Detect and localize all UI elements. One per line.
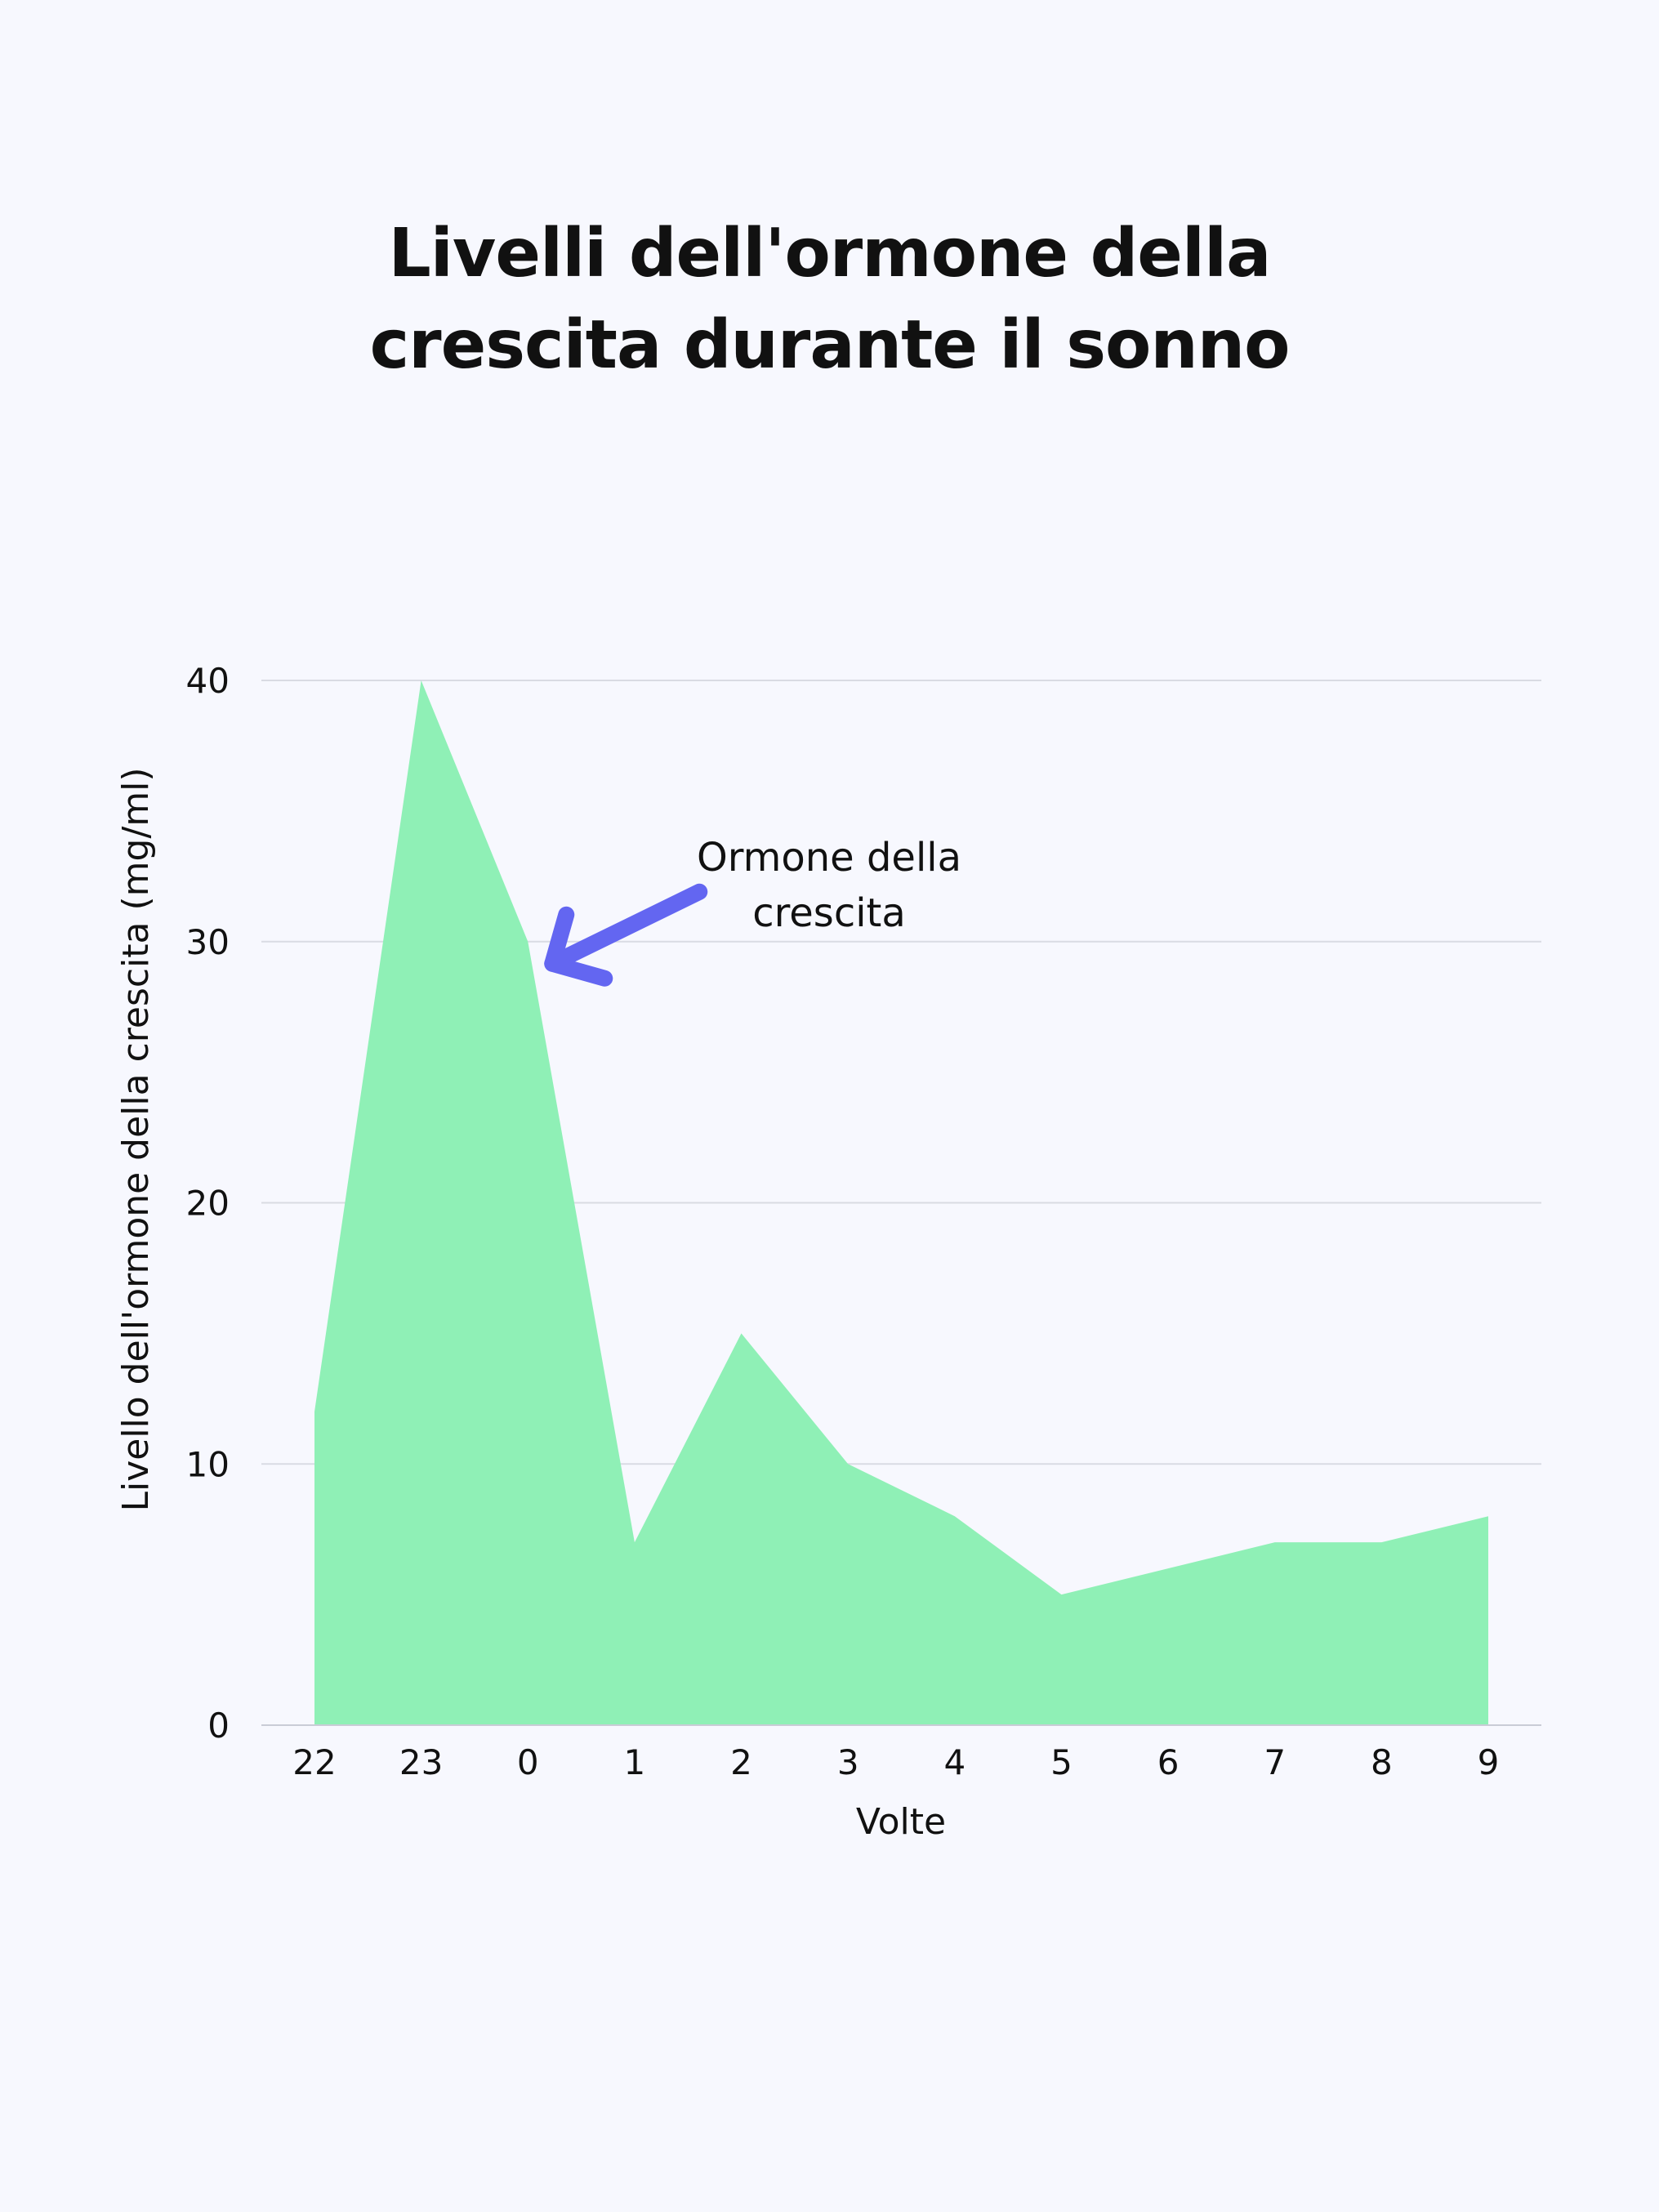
arrow-shaft [544, 883, 708, 972]
y-tick-label: 10 [186, 1444, 230, 1484]
x-tick-label: 8 [1371, 1742, 1393, 1782]
x-tick-label: 2 [730, 1742, 752, 1782]
x-tick-label: 1 [624, 1742, 646, 1782]
x-axis-title: Volte [856, 1801, 946, 1843]
x-tick-label: 6 [1157, 1742, 1180, 1782]
annotation: Ormone della crescita [544, 835, 961, 987]
y-tick-label: 40 [186, 661, 230, 701]
chart-title-line-1: Livelli dell'ormone della [388, 215, 1272, 292]
x-tick-label: 23 [399, 1742, 443, 1782]
area-fill [314, 680, 1488, 1725]
x-tick-label: 22 [292, 1742, 336, 1782]
chart-title-line-2: crescita durante il sonno [369, 306, 1291, 384]
arrow-head [544, 906, 613, 987]
x-tick-label: 9 [1478, 1742, 1500, 1782]
x-tick-label: 4 [943, 1742, 966, 1782]
area-series [314, 680, 1488, 1725]
x-axis-ticks: 22 23 0 1 2 3 4 5 6 7 8 9 [292, 1742, 1499, 1782]
chart-title: Livelli dell'ormone della crescita duran… [0, 208, 1659, 391]
x-tick-label: 0 [517, 1742, 539, 1782]
y-tick-label: 30 [186, 922, 230, 962]
annotation-arrow-icon [544, 883, 708, 987]
y-tick-label: 0 [207, 1706, 230, 1746]
annotation-text-line-2: crescita [752, 890, 906, 936]
annotation-text-line-1: Ormone della [697, 835, 961, 881]
y-axis-ticks: 0 10 20 30 40 [186, 661, 230, 1746]
y-tick-label: 20 [186, 1184, 230, 1224]
x-tick-label: 3 [837, 1742, 859, 1782]
y-axis-title: Livello dell'ormone della crescita (mg/m… [115, 767, 157, 1511]
x-tick-label: 7 [1264, 1742, 1286, 1782]
x-tick-label: 5 [1050, 1742, 1073, 1782]
